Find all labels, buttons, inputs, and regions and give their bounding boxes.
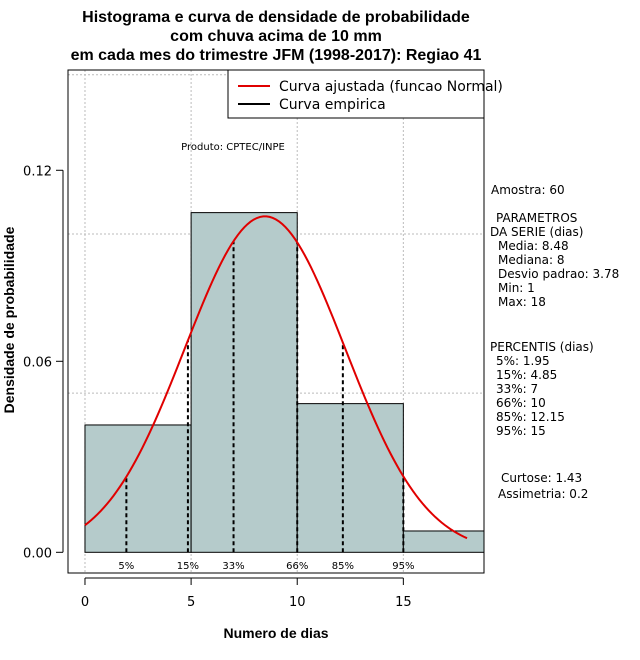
y-tick-label-2: 0.12: [23, 164, 52, 179]
product-note: Produto: CPTEC/INPE: [181, 142, 285, 153]
stats-panel: Amostra: 60 PARAMETROS DA SERIE (dias) M…: [490, 183, 619, 501]
y-axis-title: Densidade de probabilidade: [1, 226, 17, 413]
histogram-bar-2: [296, 403, 404, 553]
histogram-bars: [84, 212, 485, 553]
x-axis-title: Numero de dias: [223, 625, 328, 641]
x-tick-label-1: 5: [187, 595, 195, 610]
histogram-bar-0: [84, 424, 192, 553]
histogram-bar-3: [402, 530, 485, 553]
y-tick-label-1: 0.06: [23, 355, 52, 370]
x-tick-label-3: 15: [395, 595, 412, 610]
x-tick-label-0: 0: [81, 595, 89, 610]
percentile-label-3: 66%: [286, 561, 308, 572]
y-axis: 0.00 0.06 0.12: [23, 164, 64, 561]
percentile-label-0: 5%: [118, 561, 134, 572]
stat-percentis-header: PERCENTIS (dias): [490, 340, 594, 354]
legend-box: [227, 69, 485, 119]
histogram-bar-1: [190, 212, 298, 553]
percentile-label-4: 85%: [332, 561, 354, 572]
legend-label-fitted: Curva ajustada (funcao Normal): [279, 79, 503, 95]
legend: Curva ajustada (funcao Normal) Curva emp…: [227, 69, 503, 119]
stat-p5: 5%: 1.95: [496, 354, 550, 368]
x-axis: 0 5 10 15: [81, 577, 412, 610]
stat-curtose: Curtose: 1.43: [501, 471, 582, 485]
stat-min: Min: 1: [498, 281, 535, 295]
stat-p85: 85%: 12.15: [496, 410, 565, 424]
stat-params-header-2: DA SERIE (dias): [490, 225, 583, 239]
percentile-labels: 5% 15% 33% 66% 85% 95%: [118, 561, 414, 572]
chart-title-line-1: Histograma e curva de densidade de proba…: [82, 9, 470, 26]
stat-max: Max: 18: [498, 295, 546, 309]
chart-title-line-2: com chuva acima de 10 mm: [170, 28, 382, 45]
stat-assimetria: Assimetria: 0.2: [498, 487, 588, 501]
chart-title-line-3: em cada mes do trimestre JFM (1998-2017)…: [71, 47, 482, 64]
percentile-label-2: 33%: [222, 561, 244, 572]
percentile-lines: [125, 241, 405, 553]
normal-curve-layer: [84, 215, 468, 540]
normal-curve: [84, 215, 468, 540]
stat-amostra: Amostra: 60: [491, 183, 565, 197]
legend-label-empirical: Curva empirica: [279, 97, 386, 113]
percentile-label-1: 15%: [177, 561, 199, 572]
y-tick-label-0: 0.00: [23, 546, 52, 561]
stat-media: Media: 8.48: [498, 239, 569, 253]
stat-p33: 33%: 7: [496, 382, 538, 396]
stat-p66: 66%: 10: [496, 396, 546, 410]
stat-desvio: Desvio padrao: 3.78: [498, 267, 619, 281]
stat-p15: 15%: 4.85: [496, 368, 557, 382]
stat-params-header-1: PARAMETROS: [496, 211, 577, 225]
stat-mediana: Mediana: 8: [498, 253, 565, 267]
stat-p95: 95%: 15: [496, 424, 546, 438]
percentile-label-5: 95%: [392, 561, 414, 572]
x-tick-label-2: 10: [289, 595, 306, 610]
